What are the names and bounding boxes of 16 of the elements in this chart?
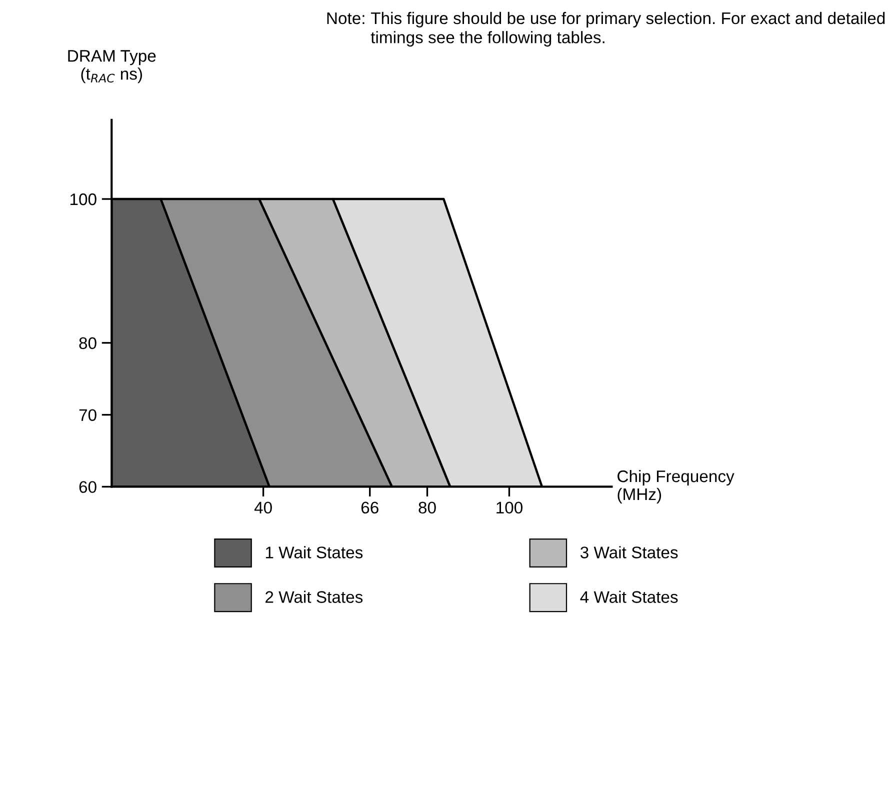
- y-tick-label: 100: [70, 193, 96, 206]
- x-tick-label: 66: [361, 502, 378, 514]
- legend-label: 4 Wait States: [580, 590, 678, 603]
- text: Note:: [327, 12, 364, 24]
- legend-label: 1 Wait States: [266, 546, 363, 558]
- y-tick-label: 60: [79, 481, 96, 493]
- y-tick-label: 70: [79, 409, 96, 421]
- x-tick-label: 40: [254, 502, 272, 514]
- text: This figure should be use for primary selection. For exact and detailed timings see the following tables.: [370, 12, 885, 47]
- y-tick-label: 80: [79, 337, 96, 350]
- x-axis-title: Chip Frequency (MHz): [618, 470, 734, 504]
- x-tick-label: 100: [496, 502, 522, 514]
- x-tick-label: 80: [418, 502, 436, 514]
- legend-label: 2 Wait States: [266, 590, 363, 603]
- legend-label: 3 Wait States: [580, 546, 678, 558]
- y-axis-title: DRAM Type (t$_{RAC}$ ns): [68, 50, 156, 84]
